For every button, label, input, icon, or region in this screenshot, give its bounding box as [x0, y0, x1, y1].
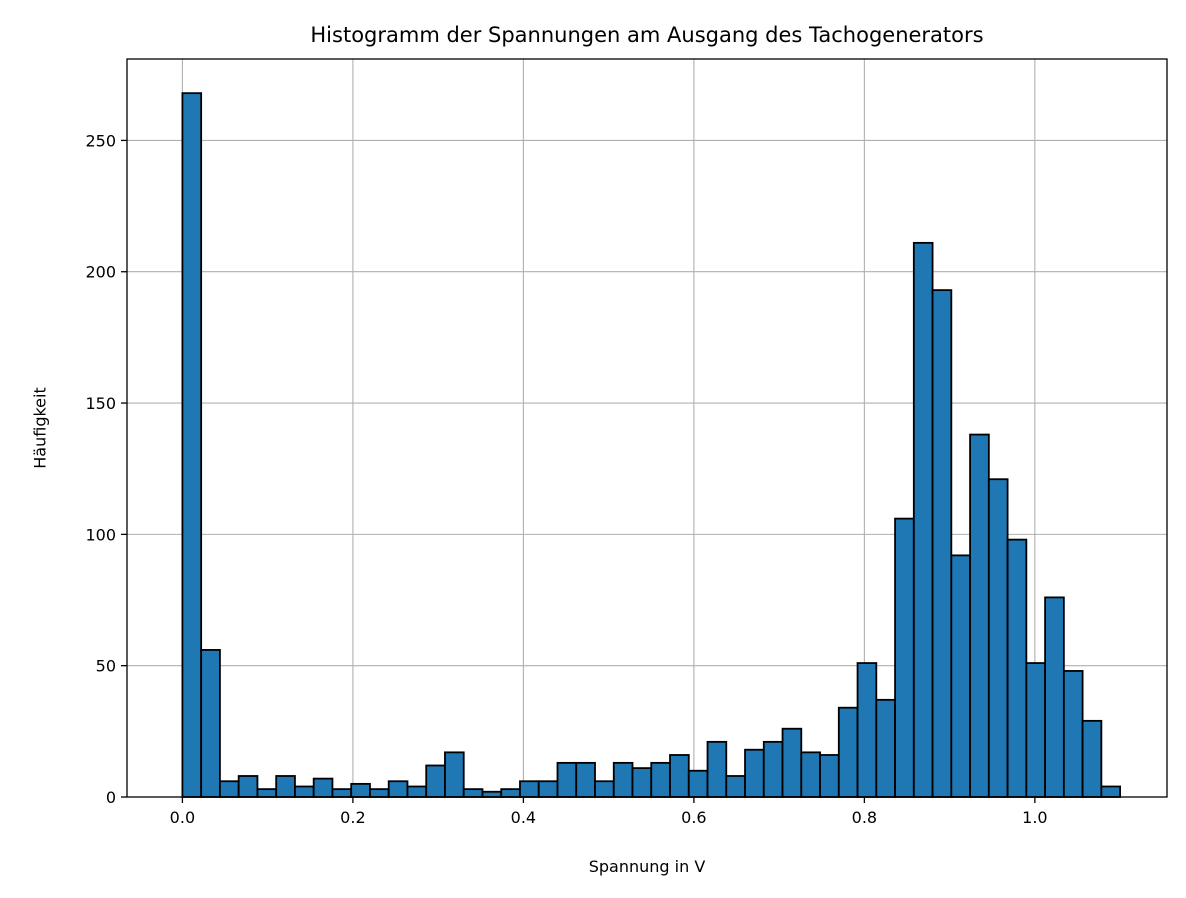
histogram-bar — [406, 785, 428, 798]
histogram-bar — [462, 788, 484, 798]
histogram-bar — [425, 764, 446, 798]
y-tick-label: 250 — [85, 131, 116, 150]
histogram-bar — [875, 698, 896, 798]
histogram-bar — [969, 433, 990, 798]
x-axis-label: Spannung in V — [589, 857, 706, 876]
histogram-bar — [950, 554, 971, 798]
histogram-bar — [1025, 662, 1046, 798]
histogram-bar — [519, 780, 540, 798]
histogram-bar — [894, 517, 915, 798]
histogram-bar — [669, 754, 690, 798]
histogram-bar — [687, 769, 709, 798]
x-tick-label: 0.8 — [852, 808, 877, 827]
histogram-bar — [856, 662, 878, 798]
histogram-bar — [237, 775, 259, 798]
histogram-bar — [631, 767, 653, 798]
histogram-bar — [987, 478, 1009, 798]
x-axis-ticks: 0.0 0.2 0.4 0.6 0.8 1.0 — [170, 797, 1048, 827]
histogram-bar — [1044, 596, 1065, 798]
histogram-bar — [294, 785, 315, 798]
histogram-bar — [387, 780, 409, 798]
histogram-bar — [931, 289, 953, 798]
histogram-bar — [575, 761, 596, 798]
histogram-bar — [819, 754, 840, 798]
histogram-bar — [444, 751, 465, 798]
histogram-bar — [1100, 785, 1122, 798]
histogram-bar — [556, 761, 578, 798]
chart-title: Histogramm der Spannungen am Ausgang des… — [310, 23, 983, 47]
histogram-bar — [800, 751, 821, 798]
histogram-bar — [650, 761, 671, 798]
histogram-bar — [594, 780, 615, 798]
histogram-bar — [1062, 670, 1084, 798]
histogram-bars — [181, 92, 1122, 798]
histogram-bar — [537, 780, 559, 798]
histogram-bar — [181, 92, 203, 798]
x-tick-label: 0.4 — [511, 808, 536, 827]
histogram-bar — [200, 649, 221, 798]
histogram-bar — [500, 788, 521, 798]
histogram-bar — [256, 788, 278, 798]
y-tick-label: 100 — [85, 525, 116, 544]
histogram-bar — [781, 727, 803, 798]
histogram-bar — [1006, 538, 1028, 798]
histogram-bar — [837, 706, 859, 798]
histogram-bar — [369, 788, 390, 798]
x-tick-label: 1.0 — [1022, 808, 1047, 827]
histogram-bar — [312, 777, 334, 798]
x-tick-label: 0.6 — [681, 808, 706, 827]
y-axis-ticks: 0 50 100 150 200 250 — [85, 131, 127, 807]
histogram-bar — [331, 788, 353, 798]
histogram-bar — [275, 775, 296, 798]
axes-frame — [126, 58, 1168, 798]
histogram-bar — [481, 790, 503, 798]
histogram-bar — [762, 740, 784, 798]
y-tick-label: 50 — [96, 657, 116, 676]
y-axis-label: Häufigkeit — [31, 387, 50, 468]
histogram-bar — [725, 775, 746, 798]
histogram-bar — [1081, 719, 1103, 798]
y-tick-label: 0 — [106, 788, 116, 807]
x-tick-label: 0.0 — [170, 808, 195, 827]
histogram-bar — [219, 780, 240, 798]
histogram-bar — [706, 740, 728, 798]
histogram-bar — [612, 761, 634, 798]
y-tick-label: 150 — [85, 394, 116, 413]
x-tick-label: 0.2 — [340, 808, 365, 827]
histogram-bar — [350, 782, 371, 798]
histogram-bar — [744, 748, 765, 798]
histogram-bar — [912, 241, 934, 798]
y-tick-label: 200 — [85, 263, 116, 282]
